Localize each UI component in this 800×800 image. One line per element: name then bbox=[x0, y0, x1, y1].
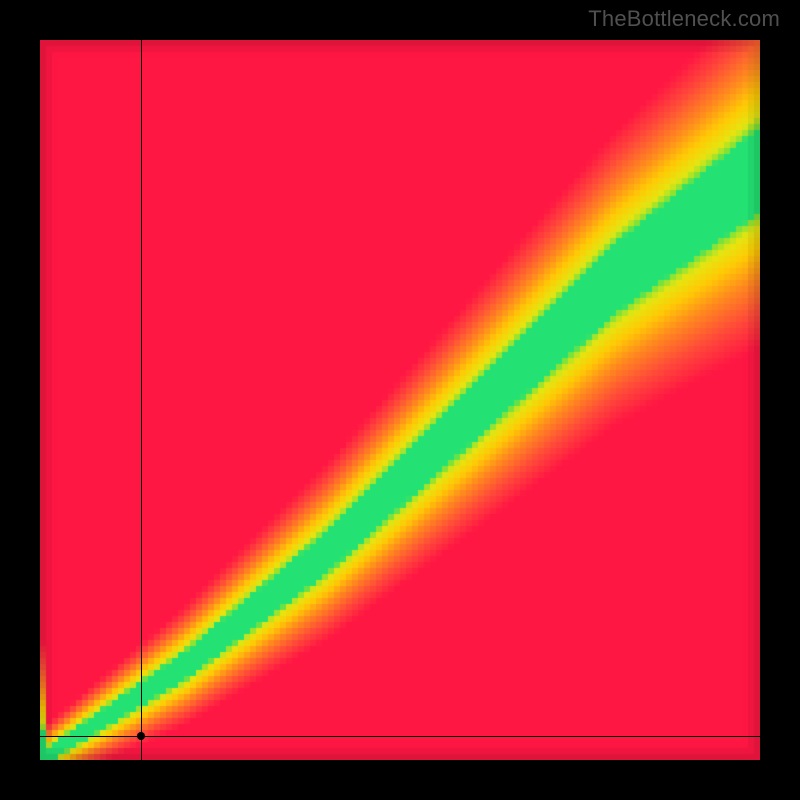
crosshair-vertical bbox=[141, 40, 142, 760]
heatmap-plot bbox=[40, 40, 760, 760]
heatmap-canvas bbox=[40, 40, 760, 760]
crosshair-marker bbox=[137, 732, 145, 740]
watermark-text: TheBottleneck.com bbox=[588, 6, 780, 32]
crosshair-horizontal bbox=[40, 736, 760, 737]
